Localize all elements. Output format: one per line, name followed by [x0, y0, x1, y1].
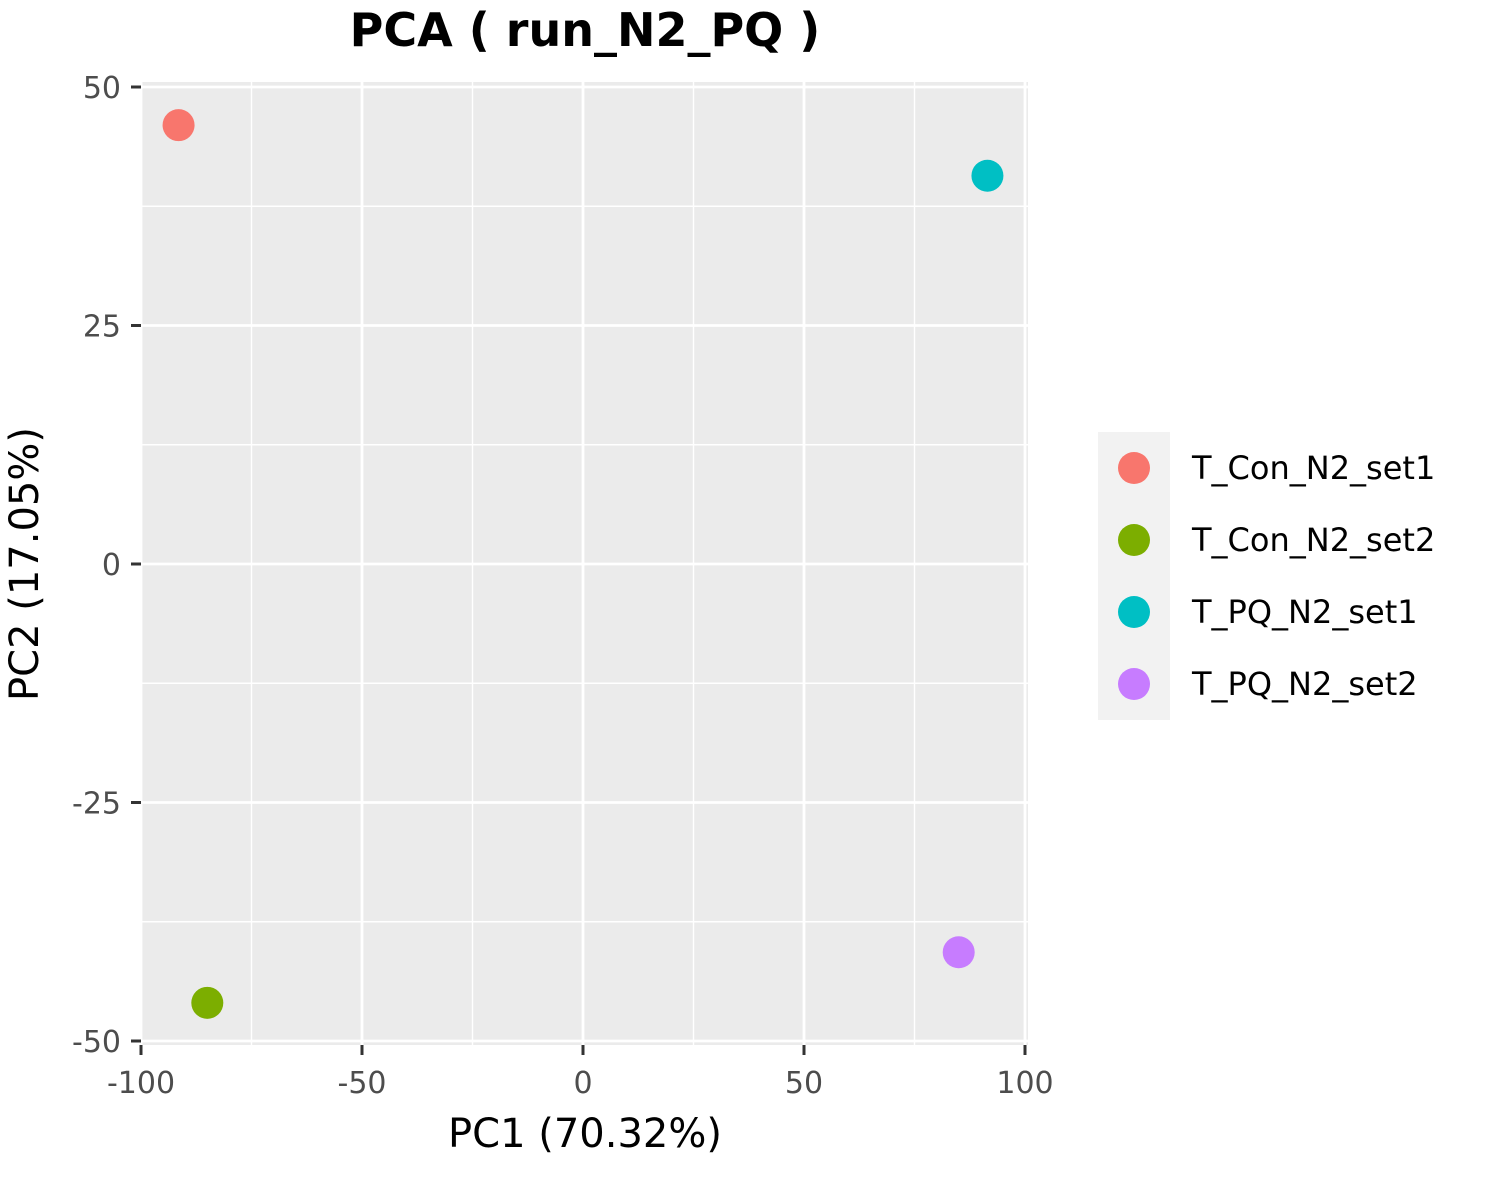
legend-label: T_PQ_N2_set1: [1191, 593, 1418, 631]
chart-title: PCA ( run_N2_PQ ): [350, 3, 821, 57]
legend-key: [1118, 524, 1150, 556]
data-points: [162, 109, 1004, 1019]
legend-key: [1118, 452, 1150, 484]
x-tick-label: -100: [107, 1066, 175, 1101]
y-tick-label: 50: [83, 71, 121, 106]
data-point: [162, 109, 195, 142]
x-tick-label: 0: [573, 1066, 592, 1101]
y-tick-label: 25: [83, 310, 121, 345]
axes: -100 -50 0 50 100 -50 -25 0 25 50: [72, 71, 1054, 1101]
grid-lines: [139, 82, 1028, 1045]
y-tick-label: -50: [72, 1025, 121, 1060]
x-tick-label: -50: [338, 1066, 387, 1101]
x-tick-label: 50: [785, 1066, 823, 1101]
legend-key: [1118, 596, 1150, 628]
legend-key: [1118, 668, 1150, 700]
y-tick-label: -25: [72, 787, 121, 822]
y-tick-label: 0: [102, 548, 121, 583]
data-point: [191, 986, 224, 1019]
y-axis-title: PC2 (17.05%): [2, 427, 48, 701]
x-tick-label: 100: [996, 1066, 1053, 1101]
legend-label: T_Con_N2_set1: [1191, 449, 1435, 487]
x-axis-title: PC1 (70.32%): [448, 1111, 722, 1157]
data-point: [942, 936, 975, 969]
legend-label: T_PQ_N2_set2: [1191, 665, 1418, 703]
legend-label: T_Con_N2_set2: [1191, 521, 1435, 559]
legend: T_Con_N2_set1 T_Con_N2_set2 T_PQ_N2_set1 T_…: [1098, 432, 1435, 720]
data-point: [971, 159, 1004, 192]
